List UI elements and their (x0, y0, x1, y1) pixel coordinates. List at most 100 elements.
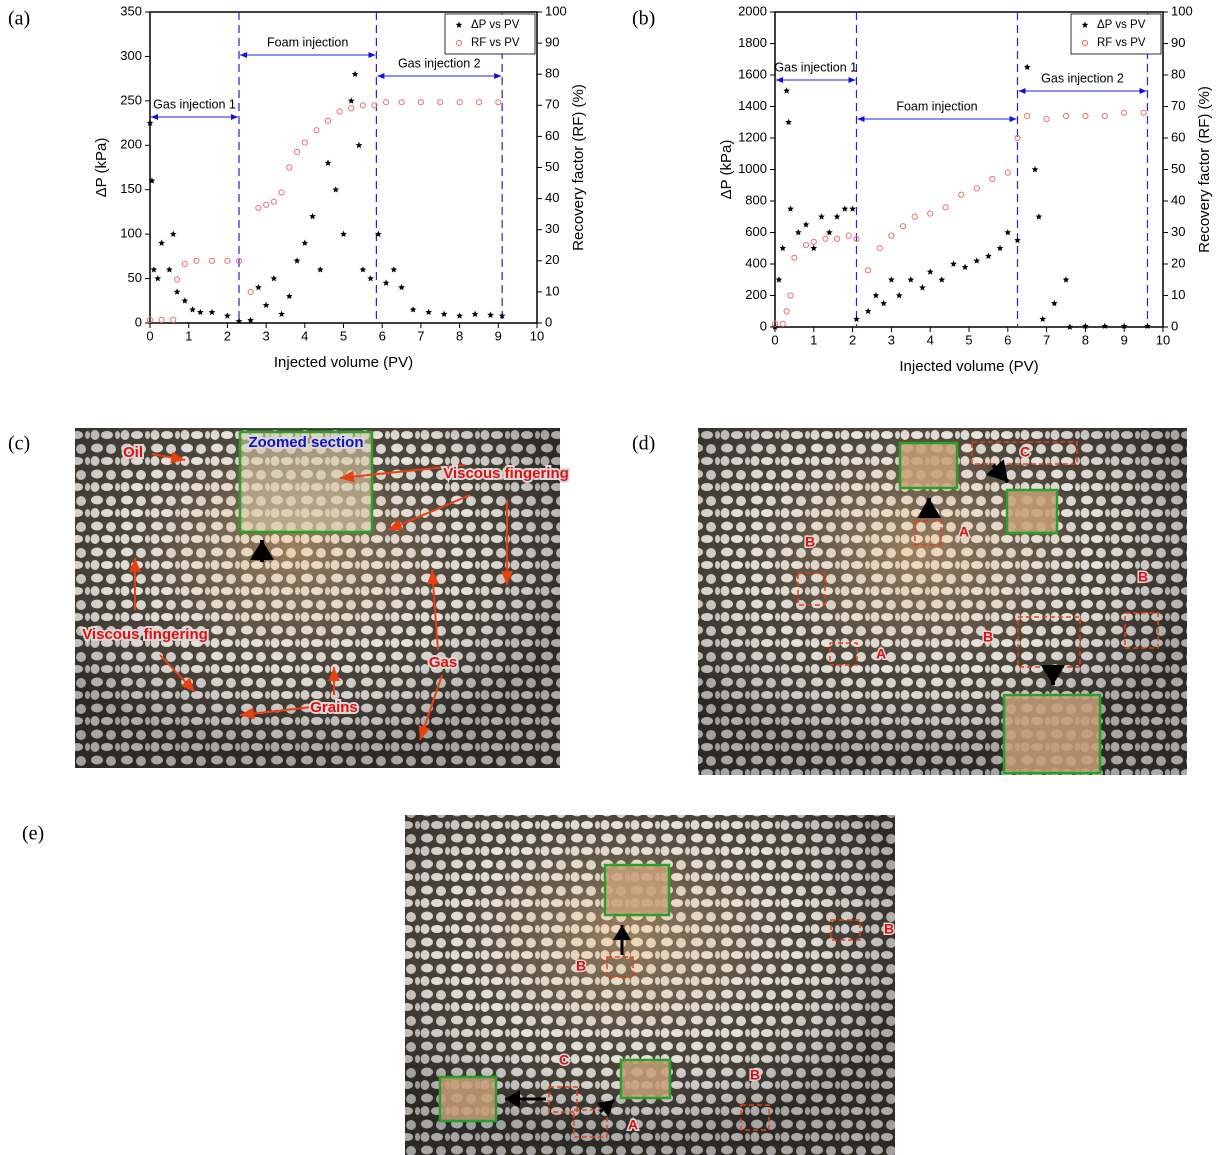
y-axis-label: ΔP (kPa) (93, 138, 110, 198)
dp-point (961, 263, 969, 270)
y2-tick-label: 60 (1171, 129, 1185, 144)
y2-tick-label: 0 (1171, 318, 1178, 333)
y2-axis-label: Recovery factor (RF) (%) (570, 84, 587, 251)
dp-point (1082, 322, 1089, 330)
x-tick-label: 9 (1121, 332, 1128, 347)
legend-label: RF vs PV (1097, 37, 1146, 49)
dp-point (818, 213, 825, 220)
rf-point (771, 320, 779, 327)
dp-point (440, 310, 448, 317)
y2-tick-label: 40 (1171, 192, 1185, 207)
dp-point (355, 141, 363, 149)
rf-point (336, 108, 343, 115)
y2-tick-label: 70 (1171, 98, 1185, 113)
dp-point (926, 268, 934, 275)
annotation: Viscous fingering (443, 465, 569, 482)
y2-axis-label: Recovery factor (RF) (%) (1196, 86, 1213, 253)
panel-label: (c) (8, 433, 30, 455)
y2-tick-label: 100 (1171, 3, 1193, 18)
annotation: B (884, 921, 894, 937)
rf-point (1043, 116, 1050, 123)
dp-point (849, 205, 856, 212)
rf-point (301, 139, 308, 146)
y-tick-label: 800 (745, 192, 767, 207)
x-tick-label: 1 (810, 332, 817, 347)
annotation: B (983, 629, 993, 645)
rf-point (313, 127, 320, 134)
y2-tick-label: 60 (545, 128, 559, 143)
dp-point (332, 186, 340, 193)
dp-point (309, 212, 316, 220)
dp-point (825, 229, 833, 236)
phase-label: Foam injection (896, 99, 977, 113)
annotation: Grains (310, 699, 358, 716)
y2-tick-label: 20 (545, 252, 559, 267)
y2-tick-label: 100 (545, 3, 567, 18)
annotation: B (1138, 569, 1148, 585)
rf-point (475, 99, 483, 106)
dp-point (154, 275, 162, 282)
rf-point (802, 242, 810, 249)
dp-point (787, 205, 794, 212)
dp-point (1004, 229, 1012, 236)
y-axis-label: ΔP (kPa) (718, 140, 735, 200)
rf-point (224, 257, 231, 264)
dp-point (340, 230, 347, 237)
rf-point (417, 99, 424, 106)
y-tick-label: 1800 (738, 35, 767, 50)
dp-point (456, 312, 463, 319)
dp-point (888, 276, 895, 283)
dp-point (375, 230, 382, 237)
y-tick-label: 2000 (738, 3, 767, 18)
dp-point (996, 244, 1004, 252)
rf-point (845, 232, 852, 239)
legend-box (1070, 13, 1162, 55)
rf-point (833, 235, 841, 242)
dp-point (1101, 322, 1109, 330)
x-tick-label: 5 (965, 332, 972, 347)
dp-point (146, 119, 154, 126)
dp-point (794, 229, 802, 236)
y-tick-label: 150 (120, 181, 142, 196)
rf-point (822, 235, 829, 242)
panel-label: (b) (632, 8, 655, 30)
y2-tick-label: 10 (545, 283, 559, 298)
y-tick-label: 300 (120, 48, 142, 63)
x-tick-label: 0 (771, 332, 778, 347)
dp-point (359, 266, 367, 273)
y-tick-label: 1600 (738, 66, 767, 81)
rf-point (456, 99, 463, 106)
rf-point (324, 117, 332, 124)
y-tick-label: 200 (120, 137, 142, 152)
micrograph-c: (c) Oil Zoomed section Viscous fingering… (8, 428, 571, 768)
dp-point (1120, 322, 1128, 330)
annotation: B (750, 1067, 760, 1083)
rf-point (359, 102, 366, 109)
dp-point (158, 239, 165, 246)
annotation: Viscous fingering (82, 626, 208, 643)
rf-point (876, 245, 883, 252)
dp-point (802, 221, 810, 228)
x-tick-label: 10 (1156, 332, 1170, 347)
rf-point (495, 99, 502, 106)
dp-point (1051, 299, 1058, 307)
panel-label: (e) (22, 823, 44, 845)
annotation: B (576, 958, 586, 974)
y-tick-label: 350 (120, 3, 142, 18)
y-tick-label: 0 (760, 318, 767, 333)
x-tick-label: 4 (301, 328, 308, 343)
y2-tick-label: 80 (545, 66, 559, 81)
dp-point (1014, 236, 1021, 244)
x-tick-label: 7 (1043, 332, 1050, 347)
rf-point (286, 164, 293, 171)
dp-point (189, 306, 196, 313)
rf-point (1062, 112, 1070, 120)
x-tick-label: 8 (456, 328, 463, 343)
x-tick-label: 5 (340, 328, 347, 343)
rf-point (146, 316, 154, 323)
y-tick-label: 200 (745, 287, 767, 302)
phase-label: Foam injection (267, 35, 348, 49)
dp-point (181, 297, 189, 304)
legend-marker (1081, 39, 1089, 47)
